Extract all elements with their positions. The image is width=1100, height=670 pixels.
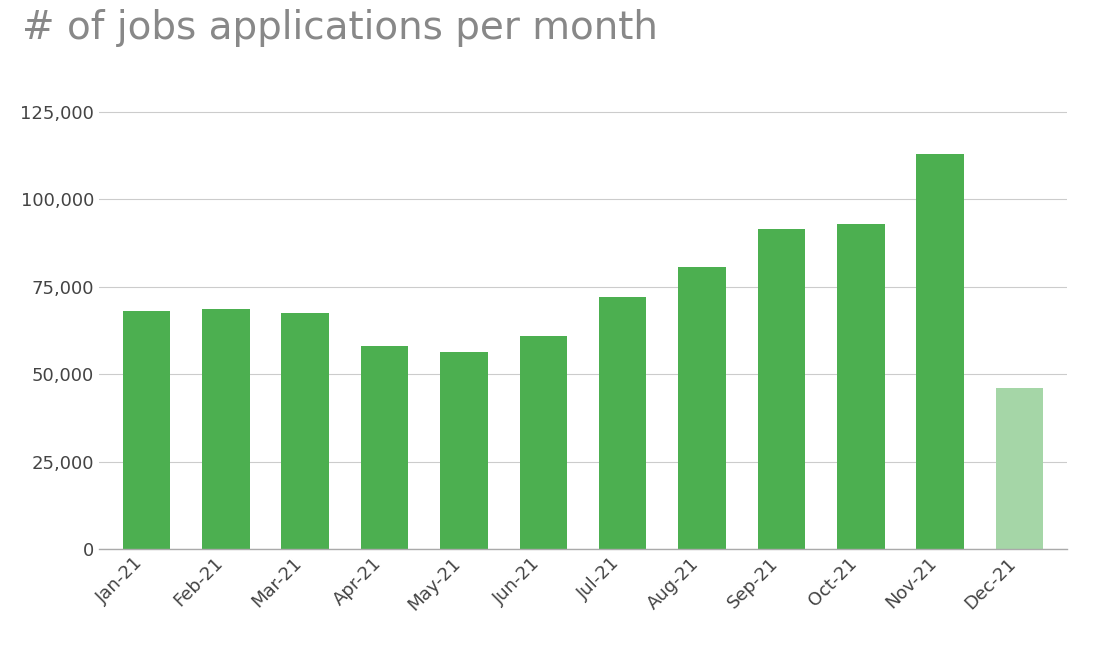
Text: # of jobs applications per month: # of jobs applications per month	[22, 9, 658, 47]
Bar	[519, 336, 568, 549]
Bar	[679, 267, 726, 549]
Bar	[361, 346, 408, 549]
Bar	[282, 313, 329, 549]
Bar	[123, 312, 170, 549]
Bar	[598, 297, 647, 549]
Bar	[837, 224, 884, 549]
Bar	[202, 310, 250, 549]
Bar	[440, 352, 487, 549]
Bar	[996, 389, 1043, 549]
Bar	[758, 229, 805, 549]
Bar	[916, 153, 964, 549]
